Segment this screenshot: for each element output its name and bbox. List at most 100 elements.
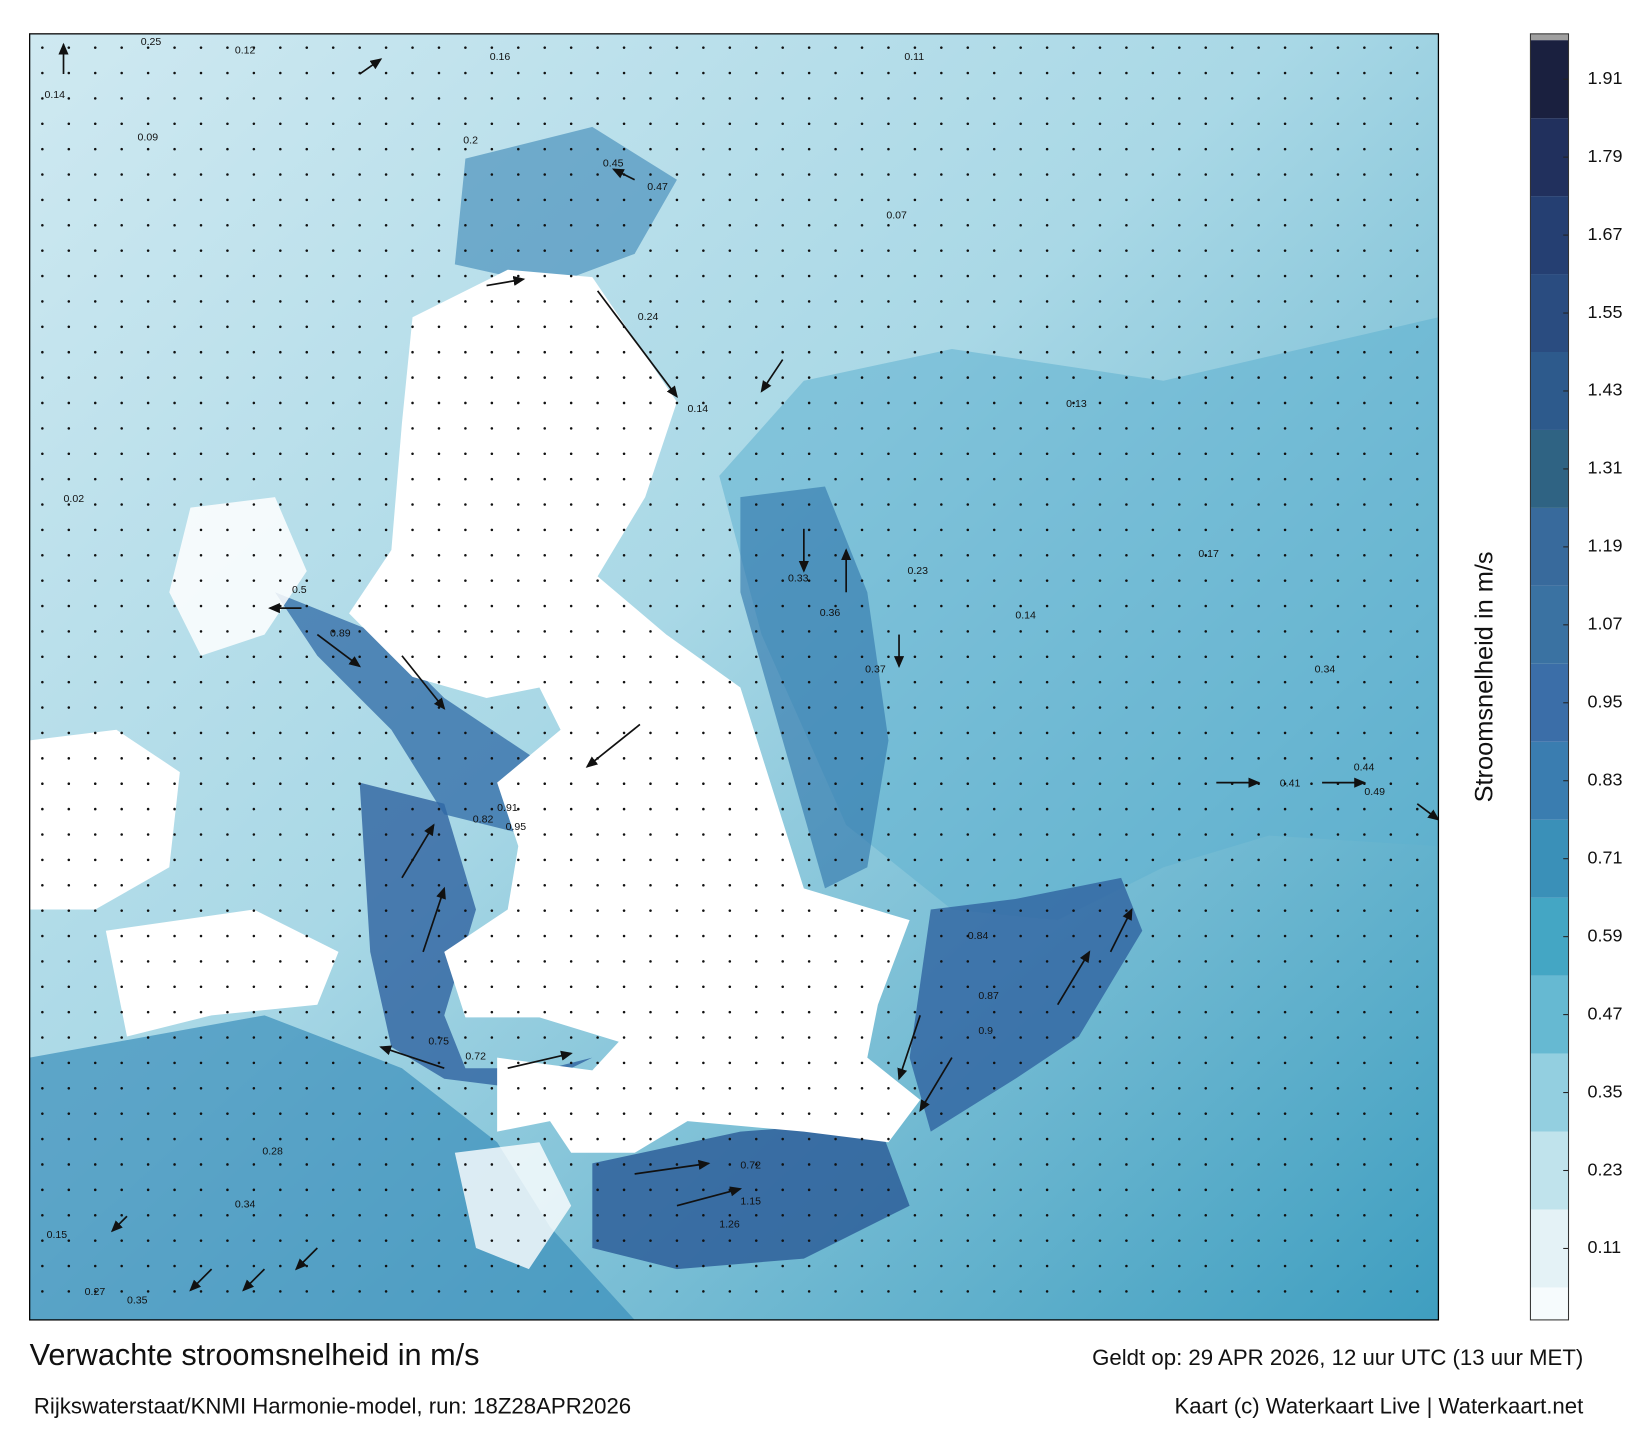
vector-dot <box>358 655 361 659</box>
vector-dot <box>913 1264 917 1268</box>
vector-dot <box>279 553 282 557</box>
vector-dot <box>1072 1188 1075 1192</box>
vector-dot <box>411 934 414 938</box>
vector-dot <box>1363 934 1366 938</box>
vector-arrow <box>897 1015 921 1081</box>
vector-dot <box>490 97 494 100</box>
vector-dot <box>860 249 864 252</box>
vector-dot <box>358 1010 361 1014</box>
vector-dot <box>940 985 943 989</box>
vector-dot <box>146 909 150 912</box>
vector-dot <box>173 249 176 252</box>
vector-dot <box>649 1239 652 1242</box>
vector-dot <box>1257 503 1260 506</box>
vector-dot <box>411 706 414 709</box>
vector-dot <box>702 909 705 912</box>
vector-dot <box>1363 604 1366 608</box>
vector-dot <box>1204 1087 1208 1090</box>
vector-dot <box>1019 350 1022 354</box>
vector-dot <box>940 249 943 252</box>
vector-dot <box>702 173 705 176</box>
vector-dot <box>807 883 811 887</box>
vector-dot <box>384 1213 388 1217</box>
vector-dot <box>675 46 679 49</box>
vector-dot <box>1363 224 1366 227</box>
vector-dot <box>1204 1264 1208 1268</box>
vector-dot <box>887 1061 890 1065</box>
vector-dot <box>120 122 123 126</box>
vector-dot <box>675 122 679 126</box>
vector-dot <box>1045 1239 1049 1242</box>
vector-dot <box>596 833 599 836</box>
vector-dot <box>543 680 546 684</box>
vector-dot <box>702 325 705 329</box>
vector-dot <box>569 883 573 887</box>
vector-dot <box>966 350 970 354</box>
vector-dot <box>120 1112 123 1115</box>
vector-dot <box>199 579 203 582</box>
vector-dot <box>675 325 679 329</box>
vector-dot <box>93 858 97 862</box>
vector-dot <box>702 807 705 811</box>
vector-dot <box>887 833 890 836</box>
vector-dot <box>67 427 71 430</box>
vector-dot <box>728 376 732 379</box>
vector-dot <box>1310 1137 1313 1141</box>
vector-dot <box>966 1087 970 1090</box>
vector-dot <box>754 147 758 151</box>
vector-dot <box>1363 528 1366 532</box>
vector-dot <box>860 1061 864 1065</box>
vector-dot <box>93 528 97 532</box>
vector-dot <box>1204 731 1208 735</box>
vector-dot <box>1310 300 1313 303</box>
vector-dot <box>622 46 626 49</box>
vector-dot <box>1310 1188 1313 1192</box>
vector-dot <box>1204 604 1208 608</box>
vector-dot <box>358 1290 361 1293</box>
colorbar-band <box>1530 1053 1569 1132</box>
channel <box>359 782 593 1090</box>
vector-dot <box>1389 452 1393 455</box>
vector-dot <box>252 579 256 582</box>
vector-dot <box>226 300 229 303</box>
vector-dot <box>834 325 837 329</box>
vector-dot <box>966 376 970 379</box>
vector-dot <box>490 528 494 532</box>
vector-dot <box>596 680 599 684</box>
speed-label: 0.16 <box>490 51 511 63</box>
vector-dot <box>754 909 758 912</box>
vector-dot <box>517 173 520 176</box>
vector-dot <box>305 427 309 430</box>
vector-dot <box>1230 807 1234 811</box>
vector-dot <box>41 71 44 75</box>
vector-dot <box>754 503 758 506</box>
vector-dot <box>543 1061 546 1065</box>
vector-dot <box>860 401 864 405</box>
vector-dot <box>675 1112 679 1115</box>
vector-dot <box>1072 579 1075 582</box>
vector-dot <box>1151 97 1155 100</box>
vector-dot <box>1389 198 1393 202</box>
vector-dot <box>1019 46 1022 49</box>
vector-dot <box>569 401 573 405</box>
vector-dot <box>464 1163 467 1166</box>
vector-dot <box>1363 452 1366 455</box>
vector-dot <box>173 1264 176 1268</box>
vector-dot <box>93 147 97 151</box>
vector-dot <box>490 1213 494 1217</box>
vector-dot <box>384 147 388 151</box>
vector-dot <box>596 46 599 49</box>
vector-dot <box>675 630 679 633</box>
vector-dot <box>1415 274 1419 278</box>
vector-dot <box>146 350 150 354</box>
vector-dot <box>1072 325 1075 329</box>
vector-dot <box>887 300 890 303</box>
vector-dot <box>67 680 71 684</box>
vector-dot <box>1178 249 1181 252</box>
vector-dot <box>384 1290 388 1293</box>
vector-dot <box>358 960 361 963</box>
vector-dot <box>384 1061 388 1065</box>
vector-dot <box>1389 960 1393 963</box>
vector-dot <box>940 858 943 862</box>
vector-dot <box>1257 680 1260 684</box>
